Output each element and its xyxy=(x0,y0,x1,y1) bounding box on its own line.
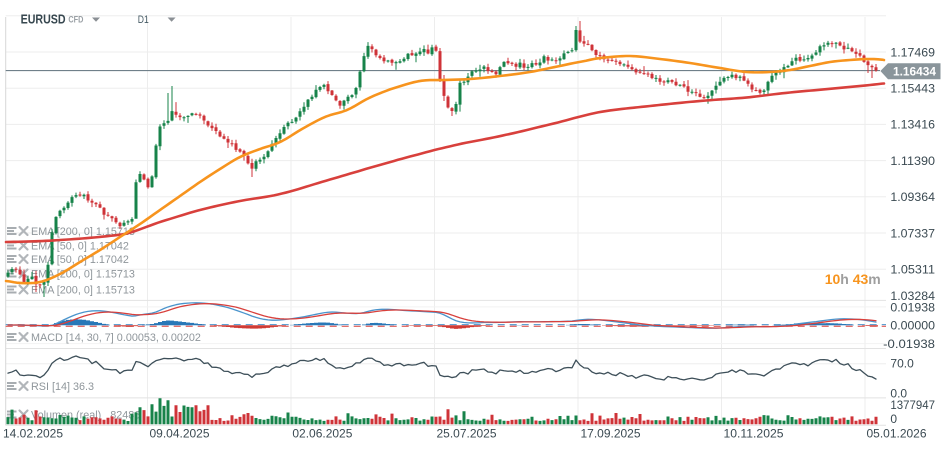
svg-text:1377947: 1377947 xyxy=(890,398,935,412)
svg-text:1.11390: 1.11390 xyxy=(890,154,935,168)
svg-text:D1: D1 xyxy=(138,14,149,26)
svg-text:0.00000: 0.00000 xyxy=(890,319,935,333)
svg-text:05.01.2026: 05.01.2026 xyxy=(867,426,927,440)
svg-text:1.15443: 1.15443 xyxy=(890,82,935,96)
svg-text:1.07337: 1.07337 xyxy=(890,226,935,240)
svg-text:EMA [200, 0] 1.15713: EMA [200, 0] 1.15713 xyxy=(31,268,135,280)
svg-text:MACD [14, 30, 7] 0.00053, 0.0: MACD [14, 30, 7] 0.00053, 0.00202 xyxy=(31,332,201,344)
svg-text:0.01938: 0.01938 xyxy=(890,301,935,315)
svg-text:RSI [14] 36.3: RSI [14] 36.3 xyxy=(31,381,94,393)
svg-text:EMA [50, 0] 1.17042: EMA [50, 0] 1.17042 xyxy=(31,254,129,266)
svg-text:1.09364: 1.09364 xyxy=(890,190,935,204)
svg-text:25.07.2025: 25.07.2025 xyxy=(437,426,497,440)
svg-text:EMA [200, 0] 1.15713: EMA [200, 0] 1.15713 xyxy=(31,284,135,296)
svg-text:10.11.2025: 10.11.2025 xyxy=(724,426,784,440)
svg-text:0: 0 xyxy=(890,412,897,426)
svg-text:10h 43m: 10h 43m xyxy=(825,271,881,287)
svg-text:09.04.2025: 09.04.2025 xyxy=(150,426,210,440)
svg-text:1.05311: 1.05311 xyxy=(890,263,935,277)
svg-text:-0.01938: -0.01938 xyxy=(883,337,935,351)
svg-text:1.17469: 1.17469 xyxy=(890,45,935,59)
svg-text:EURUSD: EURUSD xyxy=(21,12,66,26)
svg-text:17.09.2025: 17.09.2025 xyxy=(581,426,641,440)
svg-text:02.06.2025: 02.06.2025 xyxy=(292,426,352,440)
svg-text:70.0: 70.0 xyxy=(890,357,914,371)
svg-text:1.16434: 1.16434 xyxy=(893,66,937,78)
svg-text:1.03284: 1.03284 xyxy=(890,289,935,303)
svg-text:1.13416: 1.13416 xyxy=(890,118,935,132)
svg-text:CFD: CFD xyxy=(68,15,83,26)
svg-text:EMA [50, 0] 1.17042: EMA [50, 0] 1.17042 xyxy=(31,240,129,252)
svg-text:14.02.2025: 14.02.2025 xyxy=(3,426,63,440)
svg-text:0.0: 0.0 xyxy=(890,386,907,400)
